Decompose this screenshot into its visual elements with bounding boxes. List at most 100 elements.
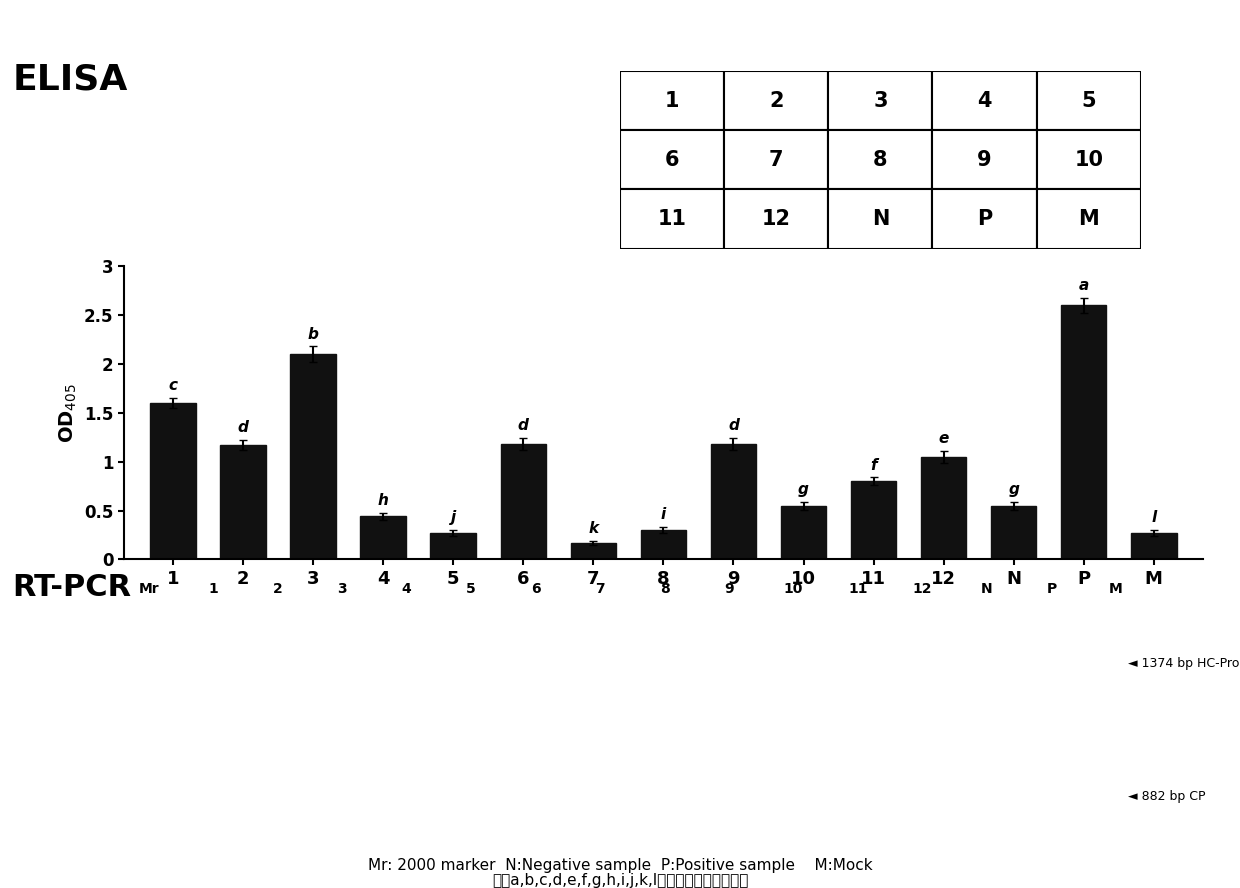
Text: 8: 8 (873, 150, 888, 170)
Bar (641, 530, 686, 559)
Bar (1037, 189, 1141, 249)
Text: d: d (518, 418, 528, 433)
Bar (724, 189, 828, 249)
Bar (1037, 131, 1141, 189)
Text: d: d (728, 418, 739, 433)
Text: 7: 7 (769, 150, 784, 170)
Text: 6: 6 (531, 582, 541, 596)
Bar (724, 131, 828, 189)
Bar (828, 131, 932, 189)
Text: 12: 12 (761, 209, 791, 229)
Bar (1032, 643, 1071, 685)
Bar (903, 643, 942, 685)
Text: g: g (799, 482, 808, 497)
Bar (932, 131, 1037, 189)
Text: 注：a,b,c,d,e,f,g,h,i,j,k,l表示各个数値的差异性: 注：a,b,c,d,e,f,g,h,i,j,k,l表示各个数値的差异性 (492, 874, 748, 888)
Bar (430, 533, 476, 559)
Bar (1131, 533, 1177, 559)
Text: g: g (1008, 482, 1019, 497)
Bar (709, 765, 749, 833)
Bar (322, 643, 362, 685)
Bar (774, 765, 813, 833)
Text: Mr: Mr (139, 582, 159, 596)
Text: 11: 11 (657, 209, 687, 229)
Bar (150, 403, 196, 559)
Text: 3: 3 (873, 91, 888, 111)
Bar (724, 71, 828, 131)
Bar (620, 189, 724, 249)
Bar (781, 506, 826, 559)
Bar (221, 445, 265, 559)
Text: 5: 5 (466, 582, 476, 596)
Text: 4: 4 (402, 582, 412, 596)
Bar (451, 765, 491, 833)
Bar (258, 643, 298, 685)
Bar (711, 444, 756, 559)
Bar (1037, 71, 1141, 131)
Text: j: j (450, 511, 456, 526)
Bar (129, 678, 169, 716)
Bar (1032, 765, 1071, 833)
Text: 10: 10 (784, 582, 804, 596)
Text: 6: 6 (665, 150, 680, 170)
Bar (361, 517, 405, 559)
Bar (838, 643, 878, 685)
Text: 1: 1 (208, 582, 218, 596)
Bar (991, 506, 1037, 559)
Text: a: a (1079, 278, 1089, 293)
Bar (620, 71, 724, 131)
Text: 9: 9 (724, 582, 734, 596)
Text: f: f (870, 457, 877, 472)
Text: P: P (1047, 582, 1056, 596)
Text: ELISA: ELISA (12, 62, 128, 96)
Text: 5: 5 (1081, 91, 1096, 111)
Text: c: c (169, 378, 177, 393)
Text: 8: 8 (660, 582, 670, 596)
Bar (322, 765, 362, 833)
Bar (774, 643, 813, 685)
Text: k: k (588, 521, 599, 536)
Bar (620, 131, 724, 189)
Bar (193, 643, 233, 685)
Text: N: N (872, 209, 889, 229)
Text: 4: 4 (977, 91, 992, 111)
Bar (828, 71, 932, 131)
Text: Mr: 2000 marker  N:Negative sample  P:Positive sample    M:Mock: Mr: 2000 marker N:Negative sample P:Posi… (368, 859, 872, 873)
Text: M: M (1109, 582, 1123, 596)
Text: 10: 10 (1074, 150, 1104, 170)
Text: 11: 11 (848, 582, 868, 596)
Text: 7: 7 (595, 582, 605, 596)
Bar (709, 643, 749, 685)
Text: 9: 9 (977, 150, 992, 170)
Text: 2: 2 (769, 91, 784, 111)
Bar (570, 543, 616, 559)
Bar (932, 189, 1037, 249)
Bar (1061, 305, 1106, 559)
Bar (903, 765, 942, 833)
Text: N: N (981, 582, 993, 596)
Bar (129, 769, 169, 830)
Text: 2: 2 (273, 582, 283, 596)
Text: d: d (238, 420, 248, 435)
Text: 1: 1 (665, 91, 680, 111)
Bar (193, 765, 233, 833)
Text: e: e (939, 432, 949, 446)
Text: 12: 12 (913, 582, 932, 596)
Bar (258, 765, 298, 833)
Bar (921, 457, 966, 559)
Bar (290, 354, 336, 559)
Text: P: P (977, 209, 992, 229)
Text: l: l (1151, 511, 1157, 526)
Bar (828, 189, 932, 249)
Text: ◄ 1374 bp HC-Pro: ◄ 1374 bp HC-Pro (1128, 657, 1240, 670)
Bar (516, 643, 556, 685)
Text: i: i (661, 507, 666, 522)
Text: h: h (378, 493, 388, 508)
Text: ◄ 882 bp CP: ◄ 882 bp CP (1128, 790, 1205, 804)
Text: M: M (1079, 209, 1099, 229)
Text: RT-PCR: RT-PCR (12, 573, 131, 602)
Bar (932, 71, 1037, 131)
Text: b: b (308, 327, 319, 342)
Bar (851, 481, 897, 559)
Y-axis label: OD$_{405}$: OD$_{405}$ (57, 383, 78, 443)
